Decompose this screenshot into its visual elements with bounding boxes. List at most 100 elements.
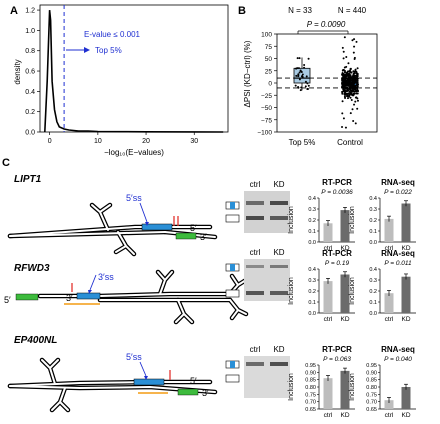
category-control: Control [337, 138, 363, 147]
y-tick-label: 0.0 [369, 311, 377, 317]
data-point [347, 73, 350, 76]
panel-b: B N = 33 N = 440 P = 0.0090 ΔPSI (KD−ctr… [238, 5, 378, 147]
x-tick-label: KD [401, 412, 410, 419]
data-point [352, 81, 355, 84]
data-point [343, 70, 346, 73]
y-tick-label: 0.3 [308, 278, 316, 284]
x-tick-label: 30 [190, 138, 198, 145]
data-point [351, 89, 354, 92]
panel-a-frame [39, 4, 229, 133]
y-tick-label: 0.3 [308, 207, 316, 213]
data-point [355, 96, 358, 99]
panel-c-label: C [2, 157, 10, 169]
data-point [353, 45, 356, 48]
chart-ylabel: Inclusion [349, 373, 356, 401]
data-point [348, 70, 351, 73]
n-top-label: N = 33 [288, 6, 312, 15]
data-point [304, 85, 307, 88]
bar-chart-rt-pcr: RT-PCR P = 0.0036 Inclusion 0.4 0.3 0.2 0.1 0.0… [288, 178, 355, 252]
bar-ctrl [323, 378, 333, 409]
x-tick-label: KD [401, 316, 410, 323]
bar-chart-rt-pcr: RT-PCR P = 0.19 Inclusion 0.4 0.3 0.2 0.1 0.0 ct… [288, 249, 355, 323]
gel-image [244, 191, 290, 233]
top5-arrowhead-icon [84, 47, 90, 53]
data-point [356, 74, 359, 77]
y-tick-label: 0.4 [369, 196, 377, 202]
rna-5prime-label: 5′ [4, 295, 11, 305]
y-tick-label: 0.70 [305, 400, 316, 406]
data-point [351, 87, 354, 90]
y-tick-label: 0.2 [369, 289, 377, 295]
y-tick-label: −75 [261, 117, 272, 124]
jitter-points [294, 36, 359, 129]
threshold-annotation: E-value ≤ 0.001 [84, 30, 141, 39]
n-control-label: N = 440 [338, 6, 367, 15]
y-tick-label: 0.75 [366, 392, 377, 398]
panel-b-label: B [238, 5, 246, 17]
panel-b-pvalue: P = 0.0090 [307, 20, 346, 29]
data-point [342, 77, 345, 80]
bar-ctrl [323, 223, 333, 242]
data-point [342, 117, 345, 120]
gel-band [246, 291, 264, 295]
bar-KD [340, 210, 350, 242]
data-point [349, 96, 352, 99]
data-point [303, 66, 306, 69]
skipping-isoform-icon [225, 374, 240, 383]
y-tick-label: 0 [268, 81, 272, 88]
data-point [300, 71, 303, 74]
panel-a-xticks: 0 10 20 30 [48, 132, 198, 145]
panel-a-xlabel: −log₁₀(E−values) [104, 148, 164, 157]
data-point [298, 71, 301, 74]
bar-chart-rna-seq: RNA-seq P = 0.011 Inclusion 0.4 0.3 0.2 0.1 0.0… [349, 249, 416, 323]
y-tick-label: 0.2 [25, 109, 35, 116]
y-tick-label: 0.2 [308, 289, 316, 295]
site-label: 5′ss [126, 193, 142, 203]
data-point [353, 85, 356, 88]
y-tick-label: 0.80 [305, 385, 316, 391]
y-tick-label: 75 [265, 44, 273, 51]
rna-structure-inner [9, 204, 216, 255]
exon-box [133, 378, 165, 386]
bar-ctrl [323, 281, 333, 313]
rna-3prime-label: 3′ [200, 232, 207, 242]
panel-b-ylabel: ΔPSI (KD−ctrl) (%) [243, 40, 252, 107]
data-point [350, 82, 353, 85]
data-point [342, 50, 345, 53]
y-tick-label: 0.95 [366, 363, 377, 369]
x-tick-label: KD [340, 316, 349, 323]
data-point [349, 91, 352, 94]
data-point [342, 73, 345, 76]
chart-title: RNA-seq [381, 178, 415, 187]
y-tick-label: −50 [261, 105, 272, 112]
y-tick-label: 0.90 [366, 370, 377, 376]
data-point [344, 126, 347, 129]
chart-pvalue: P = 0.0036 [321, 189, 353, 196]
data-point [342, 88, 345, 91]
data-point [300, 86, 303, 89]
rna-structure-inner [9, 359, 216, 411]
site-arrow [139, 202, 148, 223]
data-point [345, 82, 348, 85]
y-tick-label: 0.1 [369, 300, 377, 306]
y-tick-label: 0.70 [366, 400, 377, 406]
flanking-exon [177, 388, 199, 396]
bar-ctrl [384, 400, 394, 409]
bar-KD [401, 387, 411, 409]
y-tick-label: 0.8 [25, 48, 35, 55]
y-tick-label: 0.0 [369, 240, 377, 246]
data-point [350, 76, 353, 79]
skipping-isoform-icon [225, 214, 240, 223]
y-tick-label: 0.3 [369, 278, 377, 284]
x-tick-label: KD [340, 412, 349, 419]
data-point [354, 68, 357, 71]
data-point [299, 89, 302, 92]
data-point [346, 87, 349, 90]
data-point [356, 89, 359, 92]
y-tick-label: 0.3 [369, 207, 377, 213]
data-point [307, 84, 310, 87]
gene-name: RFWD3 [14, 263, 50, 274]
lane-label-kd: KD [273, 345, 284, 354]
data-point [351, 108, 354, 111]
data-point [343, 90, 346, 93]
